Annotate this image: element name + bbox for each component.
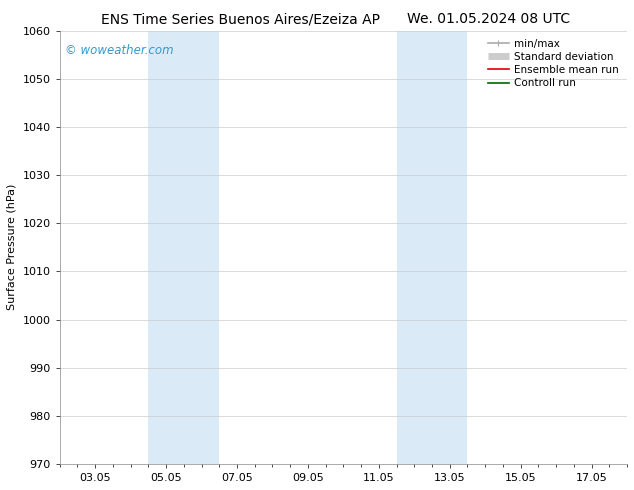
Text: ENS Time Series Buenos Aires/Ezeiza AP: ENS Time Series Buenos Aires/Ezeiza AP xyxy=(101,12,380,26)
Bar xyxy=(396,30,467,464)
Text: We. 01.05.2024 08 UTC: We. 01.05.2024 08 UTC xyxy=(406,12,570,26)
Bar xyxy=(148,30,219,464)
Y-axis label: Surface Pressure (hPa): Surface Pressure (hPa) xyxy=(7,184,17,311)
Text: © woweather.com: © woweather.com xyxy=(65,44,174,56)
Legend: min/max, Standard deviation, Ensemble mean run, Controll run: min/max, Standard deviation, Ensemble me… xyxy=(485,36,622,91)
